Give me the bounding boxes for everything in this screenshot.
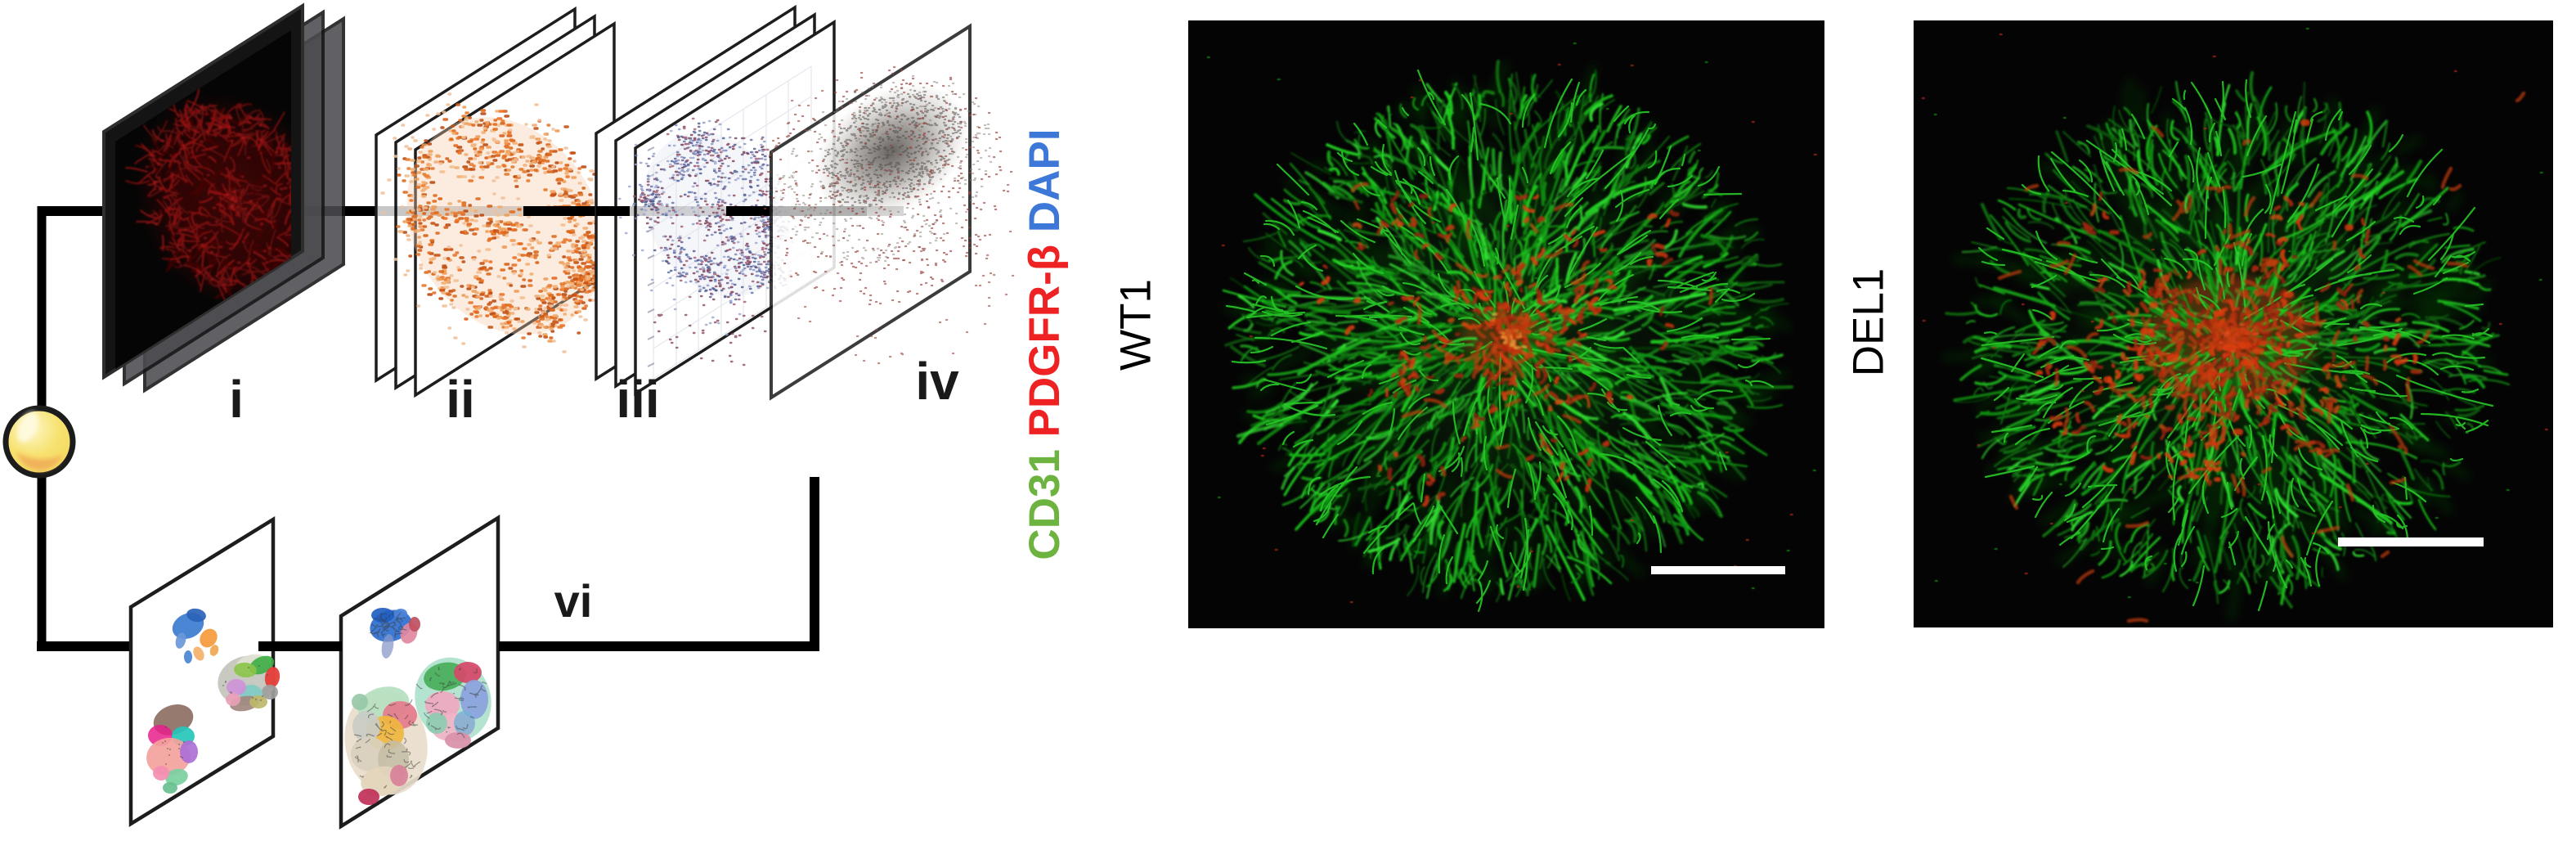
svg-text:ii: ii [446,370,475,429]
svg-text:iii: iii [616,370,659,429]
svg-text:i: i [229,370,244,429]
svg-text:DEL1: DEL1 [1845,268,1893,377]
svg-text:CD31 PDGFR-β DAPI: CD31 PDGFR-β DAPI [1021,128,1069,560]
svg-text:WT1: WT1 [1112,279,1160,371]
svg-text:iv: iv [915,352,959,411]
svg-text:vi: vi [554,575,593,627]
